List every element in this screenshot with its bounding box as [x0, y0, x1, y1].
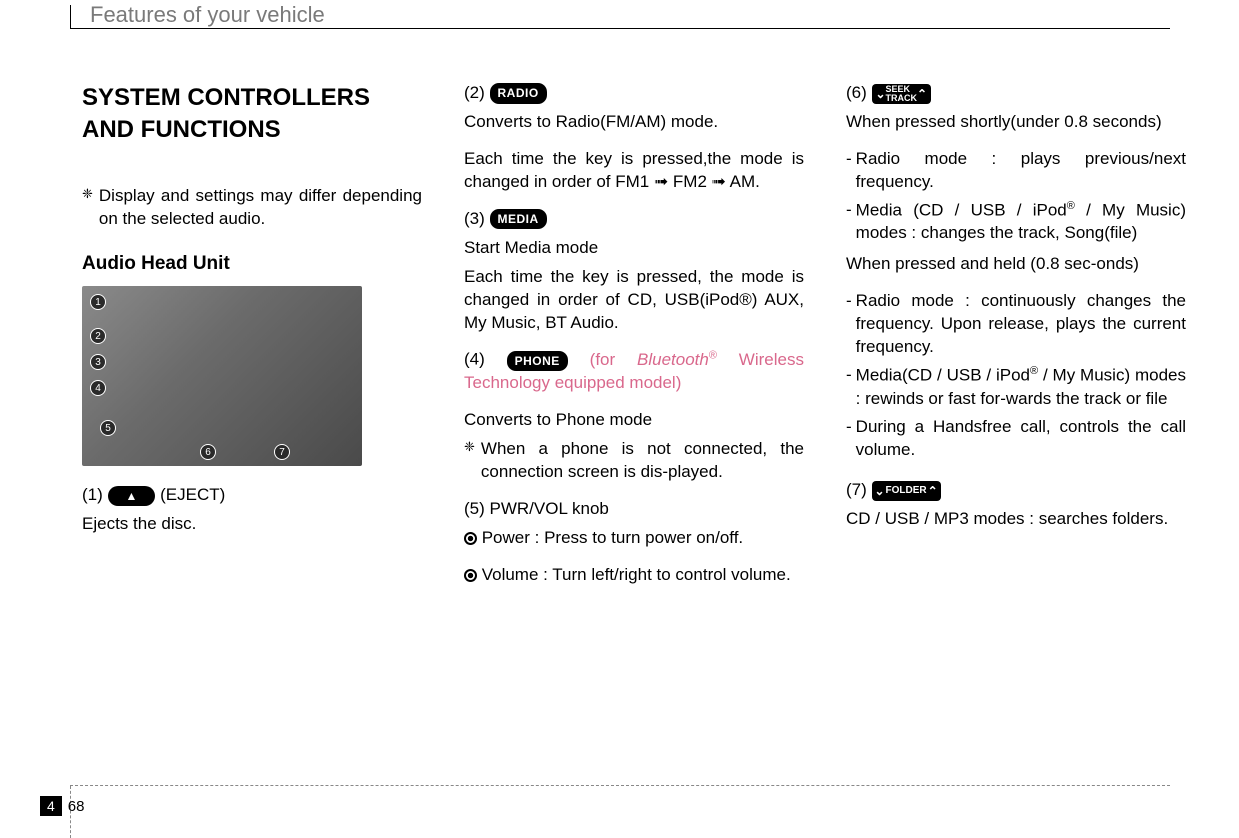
- item-7-text: CD / USB / MP3 modes : searches folders.: [846, 508, 1186, 531]
- column-1: SYSTEM CONTROLLERS AND FUNCTIONS ❈ Displ…: [82, 82, 422, 601]
- item-6-bullet-1: - Radio mode : plays previous/next frequ…: [846, 148, 1186, 194]
- reg-mark-1: ®: [1067, 200, 1075, 212]
- item-6-b4-text: Media(CD / USB / iPod® / My Music) modes…: [856, 364, 1186, 411]
- dash-2: -: [846, 199, 852, 246]
- chapter-number: 4: [40, 796, 62, 816]
- item-4-reg-mark: ®: [709, 349, 717, 361]
- dash-1: -: [846, 148, 852, 194]
- note-display-settings: ❈ Display and settings may differ depend…: [82, 185, 422, 231]
- eject-button-icon: ▲: [108, 486, 156, 506]
- column-3: (6) SEEK TRACK When pressed shortly(unde…: [846, 82, 1186, 601]
- item-5-power-text: Power : Press to turn power on/off.: [477, 528, 743, 547]
- item-4-header: (4) PHONE (for Bluetooth® Wireless Techn…: [464, 348, 804, 395]
- track-label: TRACK: [886, 93, 918, 103]
- item-4-num: (4): [464, 350, 485, 369]
- item-6-bullet-5: - During a Handsfree call, controls the …: [846, 416, 1186, 462]
- callout-1: 1: [90, 294, 106, 310]
- item-3-line2: Each time the key is pressed, the mode i…: [464, 266, 804, 335]
- item-6-num: (6): [846, 83, 867, 102]
- subtitle-audio-head-unit: Audio Head Unit: [82, 251, 422, 277]
- item-1-num: (1): [82, 485, 103, 504]
- knob-icon-2: [464, 569, 477, 582]
- item-5-header: (5) PWR/VOL knob: [464, 498, 804, 521]
- header-title: Features of your vehicle: [90, 2, 325, 28]
- item-6-bullet-3: - Radio mode : continuously changes the …: [846, 290, 1186, 359]
- note-marker: ❈: [82, 185, 93, 231]
- item-1-text: Ejects the disc.: [82, 513, 422, 536]
- callout-2: 2: [90, 328, 106, 344]
- item-6-header: (6) SEEK TRACK: [846, 82, 1186, 105]
- content-columns: SYSTEM CONTROLLERS AND FUNCTIONS ❈ Displ…: [82, 82, 1186, 601]
- item-6-b5-text: During a Handsfree call, controls the ca…: [856, 416, 1186, 462]
- item-1-header: (1) ▲ (EJECT): [82, 484, 422, 507]
- head-unit-image: 1 2 3 4 5 6 7: [82, 286, 362, 466]
- page-footer: 4 68: [40, 796, 84, 816]
- item-6-b2-text: Media (CD / USB / iPod® / My Music) mode…: [856, 199, 1186, 246]
- item-4-note: ❈ When a phone is not connected, the con…: [464, 438, 804, 484]
- column-2: (2) RADIO Converts to Radio(FM/AM) mode.…: [464, 82, 804, 601]
- reg-mark-2: ®: [1030, 365, 1038, 377]
- item-7-num: (7): [846, 480, 867, 499]
- item-5-volume-text: Volume : Turn left/right to control volu…: [477, 565, 791, 584]
- item-1-eject-label: (EJECT): [160, 485, 225, 504]
- folder-button-label: FOLDER: [872, 481, 941, 501]
- item-6-b4-a: Media(CD / USB / iPod: [856, 366, 1030, 385]
- item-2-line2: Each time the key is pressed,the mode is…: [464, 148, 804, 194]
- phone-button-label: PHONE: [507, 351, 568, 371]
- item-4-line1: Converts to Phone mode: [464, 409, 804, 432]
- header-line-vertical: [70, 5, 71, 28]
- item-4-note-text: When a phone is not connected, the conne…: [481, 438, 804, 484]
- item-2-line1: Converts to Radio(FM/AM) mode.: [464, 111, 804, 134]
- item-6-b2-a: Media (CD / USB / iPod: [856, 200, 1067, 219]
- item-4-pink-pre: (for: [590, 350, 637, 369]
- item-6-b3-text: Radio mode : continuously changes the fr…: [856, 290, 1186, 359]
- header-line: [70, 28, 1170, 29]
- item-6-bullet-2: - Media (CD / USB / iPod® / My Music) mo…: [846, 199, 1186, 246]
- dash-4: -: [846, 364, 852, 411]
- dash-5: -: [846, 416, 852, 462]
- item-6-bullet-4: - Media(CD / USB / iPod® / My Music) mod…: [846, 364, 1186, 411]
- item-6-b1-text: Radio mode : plays previous/next frequen…: [856, 148, 1186, 194]
- radio-button-label: RADIO: [490, 83, 547, 103]
- callout-6: 6: [200, 444, 216, 460]
- note-text: Display and settings may differ dependin…: [99, 185, 422, 231]
- item-4-pink-italic: Bluetooth: [637, 350, 709, 369]
- item-2-num: (2): [464, 83, 485, 102]
- media-button-label: MEDIA: [490, 209, 547, 229]
- item-4-note-marker: ❈: [464, 438, 475, 484]
- dash-3: -: [846, 290, 852, 359]
- main-section-title: SYSTEM CONTROLLERS AND FUNCTIONS: [82, 82, 422, 147]
- item-2-header: (2) RADIO: [464, 82, 804, 105]
- item-5-line1: Power : Press to turn power on/off.: [464, 527, 804, 550]
- item-6-line2: When pressed and held (0.8 sec-onds): [846, 253, 1186, 276]
- callout-3: 3: [90, 354, 106, 370]
- item-5-line2: Volume : Turn left/right to control volu…: [464, 564, 804, 587]
- item-7-header: (7) FOLDER: [846, 479, 1186, 502]
- page-number: 68: [68, 798, 85, 815]
- callout-5: 5: [100, 420, 116, 436]
- item-3-line1: Start Media mode: [464, 237, 804, 260]
- callout-4: 4: [90, 380, 106, 396]
- knob-icon-1: [464, 532, 477, 545]
- item-3-header: (3) MEDIA: [464, 208, 804, 231]
- item-3-num: (3): [464, 209, 485, 228]
- footer-dashed-line: [70, 785, 1170, 786]
- item-6-line1: When pressed shortly(under 0.8 seconds): [846, 111, 1186, 134]
- seek-track-button-label: SEEK TRACK: [872, 84, 932, 104]
- callout-7: 7: [274, 444, 290, 460]
